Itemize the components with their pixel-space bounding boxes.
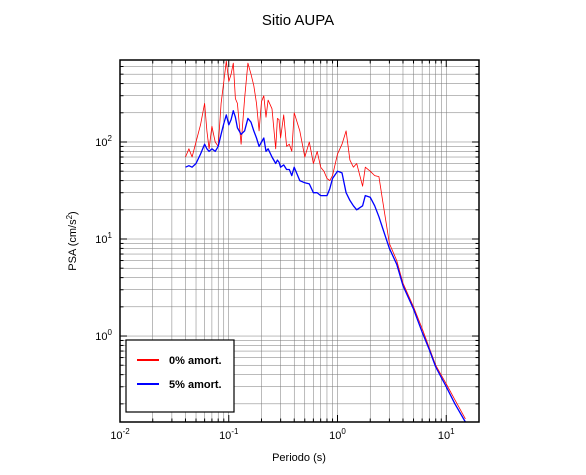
series-line-1 bbox=[185, 110, 466, 423]
y-tick-label: 100 bbox=[95, 328, 112, 343]
y-tick-label: 102 bbox=[95, 134, 112, 149]
x-tick-label: 100 bbox=[329, 427, 346, 442]
grid bbox=[119, 59, 480, 422]
legend-label-1: 5% amort. bbox=[169, 379, 222, 391]
x-tick-label: 10-1 bbox=[219, 427, 239, 442]
legend-label-0: 0% amort. bbox=[169, 355, 222, 367]
chart-title: Sitio AUPA bbox=[262, 12, 334, 29]
plot-frame bbox=[119, 59, 480, 423]
y-axis-label: PSA (cm/s2) bbox=[65, 211, 79, 270]
x-tick-label: 101 bbox=[438, 427, 455, 442]
ticks: 10-2 10-1 100 101 100 101 102 bbox=[95, 59, 480, 442]
legend-box bbox=[125, 339, 235, 413]
x-tick-label: 10-2 bbox=[110, 427, 130, 442]
x-axis-label: Periodo (s) bbox=[272, 452, 326, 464]
y-tick-label: 101 bbox=[95, 231, 112, 246]
legend: 0% amort. 5% amort. bbox=[125, 339, 235, 413]
series-line-0 bbox=[185, 60, 466, 420]
series-layer bbox=[185, 60, 466, 423]
